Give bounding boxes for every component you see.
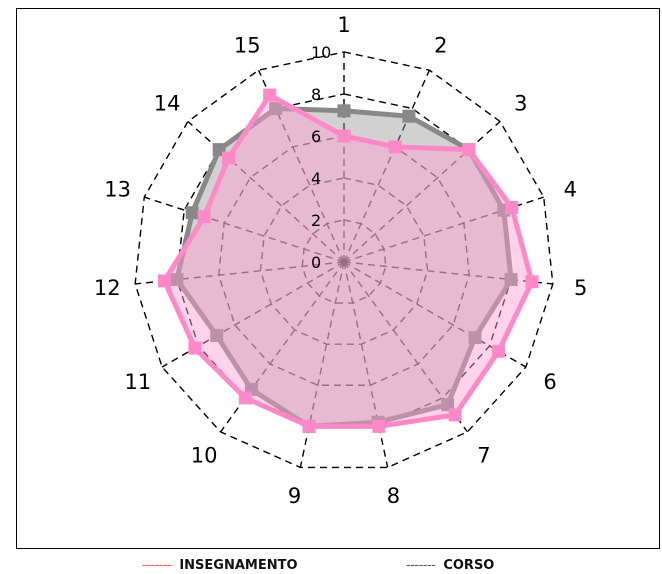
axis-label-6: 6 [543,370,556,394]
marker-corso-11 [210,329,224,342]
marker-insegnamento-9 [302,419,316,433]
marker-insegnamento-7 [448,408,462,422]
axis-label-14: 14 [154,92,181,116]
marker-insegnamento-15 [263,88,277,102]
axis-label-8: 8 [387,484,400,508]
chart-frame [16,8,660,549]
legend-label-insegnamento: INSEGNAMENTO [179,558,298,573]
grid-spoke-5 [343,261,553,285]
grid-ring-10 [134,51,554,469]
marker-corso-2 [402,109,416,123]
marker-insegnamento-13 [197,210,211,224]
axis-label-10: 10 [191,444,218,468]
radial-tick-label: 2 [311,211,321,230]
marker-insegnamento-6 [492,344,506,358]
marker-corso-5 [504,273,518,287]
legend-item-corso: ------- CORSO [406,558,494,573]
marker-corso-12 [170,273,184,287]
grid-spoke-13 [144,196,345,263]
marker-insegnamento-11 [188,341,202,355]
grid-ring-4 [259,177,429,345]
radial-tick-label: 0 [311,253,321,272]
marker-insegnamento-14 [222,151,236,165]
radial-tick-label: 10 [311,43,331,62]
axis-label-4: 4 [564,177,577,201]
marker-corso-15 [269,102,283,116]
marker-insegnamento-4 [505,200,519,214]
axis-label-7: 7 [477,444,490,468]
radial-tick-label: 6 [311,127,321,146]
legend-item-insegnamento: ------- INSEGNAMENTO [142,558,298,573]
axis-label-9: 9 [288,484,301,508]
legend-dash-insegnamento: ------- [142,558,172,573]
marker-insegnamento-10 [238,391,252,405]
radial-tick-labels: 0 2 4 6 8 10 [311,43,331,272]
axis-label-12: 12 [94,276,121,300]
grid-ring-2 [301,219,387,304]
marker-insegnamento-8 [372,419,386,433]
series-layer [157,88,539,433]
axis-label-11: 11 [125,370,152,394]
marker-insegnamento-12 [157,274,171,288]
axis-label-2: 2 [434,34,447,58]
legend-label-corso: CORSO [443,558,495,573]
radial-tick-label: 4 [311,169,321,188]
radial-tick-label: 8 [311,85,321,104]
axis-label-1: 1 [337,13,350,37]
grid-ring-6 [217,135,471,386]
marker-corso-1 [337,104,351,118]
marker-corso-13 [185,206,199,220]
grid-spoke-9 [299,261,345,468]
legend-dash-corso: ------- [406,558,436,573]
axis-label-5: 5 [574,276,587,300]
axis-label-3: 3 [514,92,527,116]
marker-insegnamento-3 [462,143,476,157]
grid-spoke-8 [343,261,389,468]
axis-label-13: 13 [104,177,131,201]
marker-insegnamento-5 [525,275,539,289]
series-area-insegnamento [161,92,535,429]
marker-corso-7 [441,398,455,412]
marker-insegnamento-2 [388,140,402,154]
marker-insegnamento-1 [337,129,351,143]
marker-corso-6 [468,331,482,345]
axis-label-15: 15 [234,34,261,58]
grid-spoke-2 [343,69,431,263]
